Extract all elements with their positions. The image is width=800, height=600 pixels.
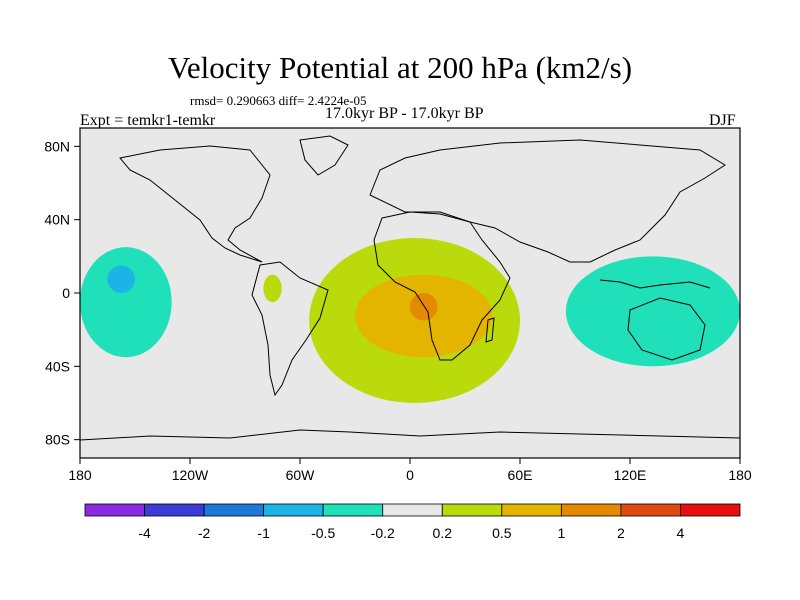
- y-tick-label: 40S: [45, 358, 70, 374]
- colorbar-swatch: [560, 503, 622, 517]
- x-tick-label: 120E: [614, 467, 647, 483]
- coastline-madagascar: [485, 317, 495, 343]
- coastline-south-america: [251, 261, 329, 397]
- experiment-label: Expt = temkr1-temkr: [80, 112, 216, 129]
- coastline-eurasia: [369, 139, 726, 263]
- y-tick-label: 0: [62, 285, 70, 301]
- colorbar-label: 2: [617, 525, 625, 541]
- shaded-region: [565, 256, 740, 367]
- shaded-region: [107, 265, 135, 293]
- coastlines: [80, 135, 740, 441]
- shaded-region: [410, 293, 438, 321]
- y-tick-label: 80N: [44, 138, 70, 154]
- coastline-australia: [627, 297, 706, 361]
- y-axis: 80N 40N 0 40S 80S: [44, 138, 80, 448]
- coastline-north-america: [119, 145, 271, 263]
- colorbar-label: 1: [557, 525, 565, 541]
- colorbar-label: -2: [198, 525, 211, 541]
- colorbar-label: 0.5: [492, 525, 512, 541]
- colorbar-swatch: [501, 503, 562, 517]
- y-tick-label: 80S: [45, 432, 70, 448]
- x-tick-label: 180: [68, 467, 92, 483]
- colorbar-label: -1: [257, 525, 270, 541]
- x-tick-label: 60E: [508, 467, 533, 483]
- colorbar-label: -0.5: [311, 525, 335, 541]
- colorbar-swatch: [263, 503, 324, 517]
- colorbar-swatch: [203, 503, 265, 517]
- coastline-indonesia: [599, 279, 711, 289]
- colorbar-swatch: [84, 503, 145, 517]
- colorbar-swatch: [680, 503, 741, 517]
- y-tick-label: 40N: [44, 212, 70, 228]
- coastline-africa: [373, 211, 511, 361]
- period-label: 17.0kyr BP - 17.0kyr BP: [325, 105, 484, 122]
- colorbar-swatch: [441, 503, 503, 517]
- shaded-region: [263, 274, 282, 303]
- coastline-greenland: [299, 135, 349, 176]
- colorbar-swatch: [144, 503, 205, 517]
- chart-title: Velocity Potential at 200 hPa (km2/s): [167, 50, 633, 85]
- colorbar-swatch: [322, 503, 384, 517]
- stats-label: rmsd= 0.290663 diff= 2.4224e-05: [190, 93, 367, 108]
- shaded-region: [80, 247, 172, 358]
- colorbar-swatch: [382, 503, 443, 517]
- season-label: DJF: [709, 112, 736, 129]
- colorbar: -4 -2 -1 -0.5 -0.2 0.2 0.5 1 2 4: [84, 503, 741, 541]
- colorbar-label: 4: [677, 525, 685, 541]
- colorbar-label: 0.2: [433, 525, 453, 541]
- colorbar-label: -4: [138, 525, 151, 541]
- colorbar-swatch: [620, 503, 681, 517]
- x-axis: 180 120W 60W 0 60E 120E 180: [68, 458, 752, 483]
- x-tick-label: 0: [406, 467, 414, 483]
- x-tick-label: 60W: [286, 467, 316, 483]
- coastline-antarctica: [80, 429, 740, 441]
- shaded-regions: [80, 238, 740, 403]
- x-tick-label: 120W: [172, 467, 209, 483]
- x-tick-label: 180: [728, 467, 752, 483]
- colorbar-label: -0.2: [371, 525, 395, 541]
